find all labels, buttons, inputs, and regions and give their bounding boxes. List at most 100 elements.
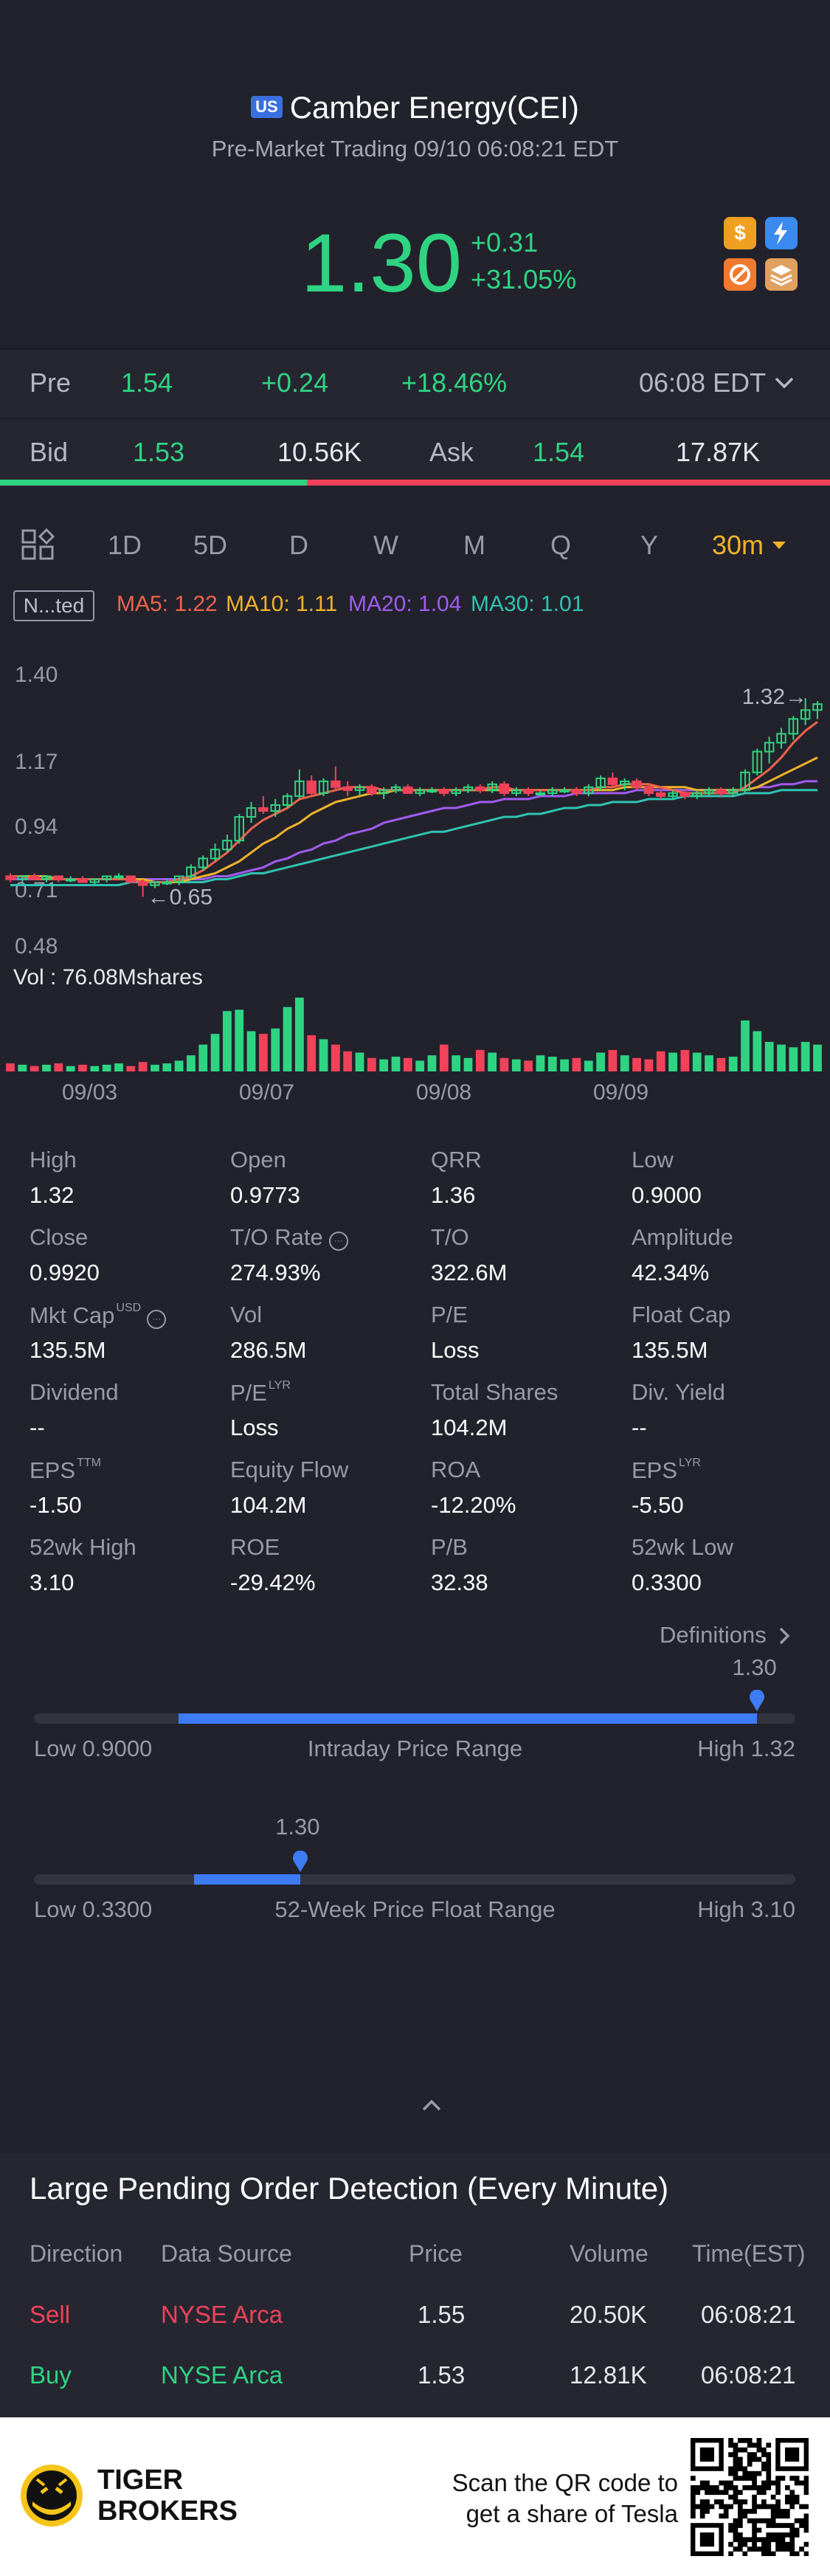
- no-margin-icon[interactable]: [724, 258, 756, 291]
- week52-range-fill: [193, 1874, 301, 1885]
- intraday-high: High 1.32: [697, 1736, 795, 1761]
- stat-label-text: ROA: [431, 1457, 481, 1482]
- volume-bar: [114, 1063, 123, 1071]
- volume-bar: [162, 1063, 172, 1071]
- definitions-link[interactable]: Definitions: [660, 1622, 767, 1648]
- candle: [137, 879, 148, 897]
- tab-y[interactable]: Y: [640, 530, 659, 560]
- ask-volume-bar: [307, 480, 830, 486]
- stat-label: 52wk Low: [632, 1534, 733, 1561]
- layers-icon[interactable]: [765, 258, 798, 291]
- grid-layout-icon[interactable]: [21, 528, 56, 561]
- stat-value: 0.3300: [632, 1570, 702, 1595]
- stat-label: EPS TTM: [30, 1457, 101, 1484]
- stat-value: 1.36: [431, 1182, 476, 1208]
- x-tick-label: 09/08: [416, 1080, 472, 1105]
- volume-bar: [499, 1057, 509, 1071]
- stat-label-text: ROE: [230, 1534, 280, 1560]
- promo-text-line1: Scan the QR code to: [452, 2469, 678, 2496]
- volume-bar: [620, 1055, 629, 1071]
- stat-value: Loss: [431, 1337, 480, 1363]
- stat-value: 322.6M: [431, 1260, 508, 1285]
- indicator-mode-button[interactable]: N...ted: [13, 590, 94, 621]
- info-icon[interactable]: ···: [147, 1310, 167, 1329]
- volume-bar: [777, 1044, 786, 1071]
- volume-bar: [668, 1052, 677, 1071]
- candle: [607, 772, 618, 787]
- candle: [282, 793, 293, 808]
- week52-high: High 3.10: [697, 1896, 795, 1922]
- candle: [451, 787, 461, 796]
- volume-bar: [475, 1049, 485, 1071]
- stat-label: T/O: [431, 1224, 469, 1251]
- chevron-right-icon[interactable]: [778, 1626, 791, 1646]
- brand-name-line2: BROKERS: [97, 2496, 238, 2527]
- tab-5d[interactable]: 5D: [193, 530, 228, 560]
- tab-1d[interactable]: 1D: [108, 530, 142, 560]
- candle: [584, 784, 594, 796]
- stat-label-text: 52wk Low: [632, 1534, 733, 1560]
- candle: [463, 784, 474, 793]
- tab-q[interactable]: Q: [550, 530, 572, 560]
- candle: [643, 784, 654, 796]
- lightning-icon[interactable]: [765, 217, 798, 249]
- volume-bar: [307, 1035, 317, 1071]
- stat-value: 104.2M: [431, 1415, 508, 1440]
- volume-bar: [295, 998, 304, 1071]
- stat-label-text: Float Cap: [632, 1302, 731, 1327]
- candle: [53, 875, 64, 883]
- volume-bar: [126, 1066, 136, 1071]
- stat-value: -29.42%: [230, 1570, 316, 1595]
- ma20-value: MA20: 1.04: [348, 592, 462, 616]
- tab-m[interactable]: M: [463, 530, 485, 560]
- promo-footer: TIGER BROKERS Scan the QR code to get a …: [0, 2417, 830, 2576]
- volume-label: Vol : 76.08Mshares: [13, 965, 203, 990]
- chevron-up-icon[interactable]: [421, 2097, 443, 2113]
- volume-bar: [728, 1057, 738, 1071]
- volume-bar: [716, 1057, 726, 1071]
- large-order-title: Large Pending Order Detection (Every Min…: [30, 2171, 669, 2206]
- volume-bar: [66, 1066, 75, 1071]
- volume-bar: [511, 1059, 521, 1071]
- stat-value: 1.32: [30, 1182, 75, 1208]
- order-volume: 12.81K: [570, 2361, 647, 2389]
- stat-label: P/E LYR: [230, 1379, 291, 1406]
- candle: [668, 790, 678, 799]
- volume-bar: [259, 1034, 268, 1071]
- tab-w[interactable]: W: [373, 530, 398, 560]
- stat-label-text: QRR: [431, 1147, 482, 1173]
- candle: [752, 748, 763, 776]
- qr-code[interactable]: [691, 2438, 809, 2556]
- col-data-source: Data Source: [161, 2240, 292, 2267]
- low-price-marker: ←0.65: [148, 885, 212, 910]
- col-direction: Direction: [30, 2240, 123, 2267]
- volume-bar: [439, 1044, 449, 1071]
- candle: [704, 787, 714, 796]
- stock-title: US Camber Energy(CEI): [0, 90, 830, 125]
- y-tick-label: 0.94: [15, 815, 58, 839]
- stat-label-text: Amplitude: [632, 1224, 733, 1250]
- premarket-label: Pre: [30, 367, 72, 398]
- caret-down-icon[interactable]: [770, 539, 788, 552]
- volume-bar: [391, 1057, 401, 1071]
- candle: [415, 787, 425, 796]
- tab-d[interactable]: D: [289, 530, 308, 560]
- premarket-time[interactable]: 06:08 EDT: [639, 367, 767, 398]
- candle: [17, 875, 28, 883]
- stat-label-text: Div. Yield: [632, 1379, 725, 1405]
- chevron-down-icon[interactable]: [773, 375, 795, 391]
- col-time: Time(EST): [692, 2240, 806, 2267]
- candle: [294, 769, 305, 799]
- ma5-value: MA5: 1.22: [117, 592, 218, 616]
- intraday-range-fill: [179, 1713, 758, 1724]
- stat-value: 3.10: [30, 1570, 75, 1595]
- dollar-icon[interactable]: $: [724, 217, 756, 249]
- info-icon[interactable]: ···: [328, 1232, 348, 1251]
- candle: [535, 790, 546, 796]
- candlestick-chart[interactable]: 1.32→ ←0.65: [0, 649, 830, 967]
- candle: [114, 873, 124, 880]
- stat-label: Equity Flow: [230, 1457, 348, 1483]
- stat-label-text: Total Shares: [431, 1379, 558, 1405]
- stat-label: Open: [230, 1147, 286, 1173]
- tab-30m[interactable]: 30m: [712, 530, 764, 560]
